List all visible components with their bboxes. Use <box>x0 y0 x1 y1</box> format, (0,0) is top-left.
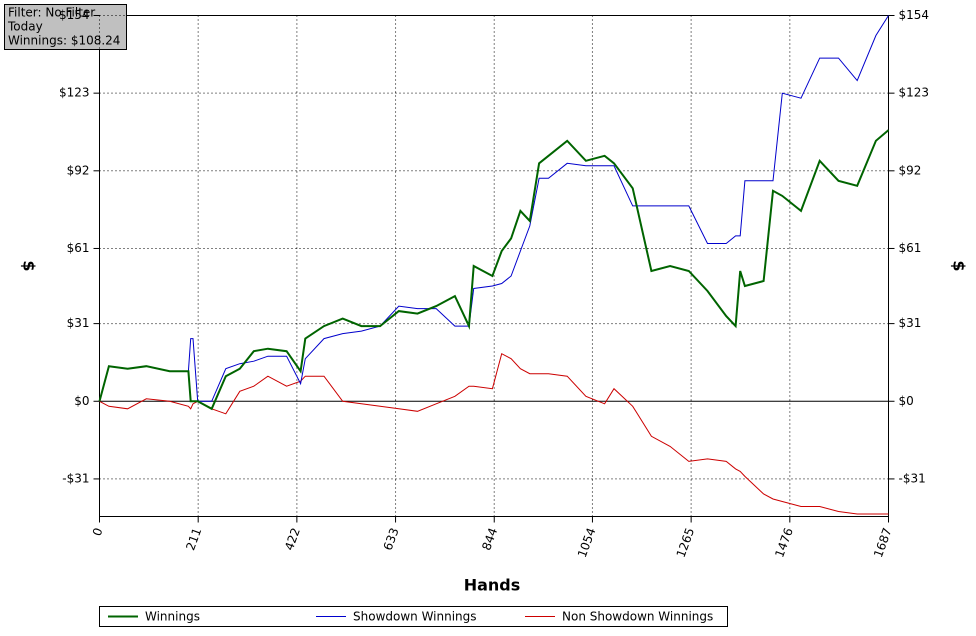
series-line <box>99 352 889 515</box>
y2-tick-label: $123 <box>899 86 930 100</box>
y2-axis-label: $ <box>950 260 969 271</box>
y-tick-label: -$31 <box>62 471 89 485</box>
legend <box>99 606 728 627</box>
legend-label: Winnings <box>145 610 200 624</box>
legend-label: Non Showdown Winnings <box>562 610 713 624</box>
y-tick-label: $123 <box>59 86 90 100</box>
y-tick-label: $154 <box>59 8 90 22</box>
y-tick-label: $0 <box>74 394 89 408</box>
y2-tick-label: $61 <box>899 241 922 255</box>
info-line: Winnings: $108.24 <box>8 34 120 48</box>
x-tick-label: 0 <box>90 526 106 538</box>
series-line <box>99 15 889 402</box>
x-axis-label: Hands <box>464 576 521 595</box>
y2-tick-label: -$31 <box>899 471 926 485</box>
info-box <box>4 4 127 50</box>
info-line: Today <box>7 20 43 34</box>
y-tick-label: $61 <box>67 241 90 255</box>
y2-tick-label: $31 <box>899 316 922 330</box>
y-axis-label: $ <box>20 260 39 271</box>
info-line: Filter: No Filter <box>8 6 95 20</box>
y-tick-label: $92 <box>67 163 90 177</box>
legend-label: Showdown Winnings <box>353 610 477 624</box>
y2-tick-label: $92 <box>899 163 922 177</box>
y2-tick-label: $0 <box>899 394 914 408</box>
y-tick-label: $31 <box>67 316 90 330</box>
series-line <box>98 129 890 411</box>
y2-tick-label: $154 <box>899 8 930 22</box>
